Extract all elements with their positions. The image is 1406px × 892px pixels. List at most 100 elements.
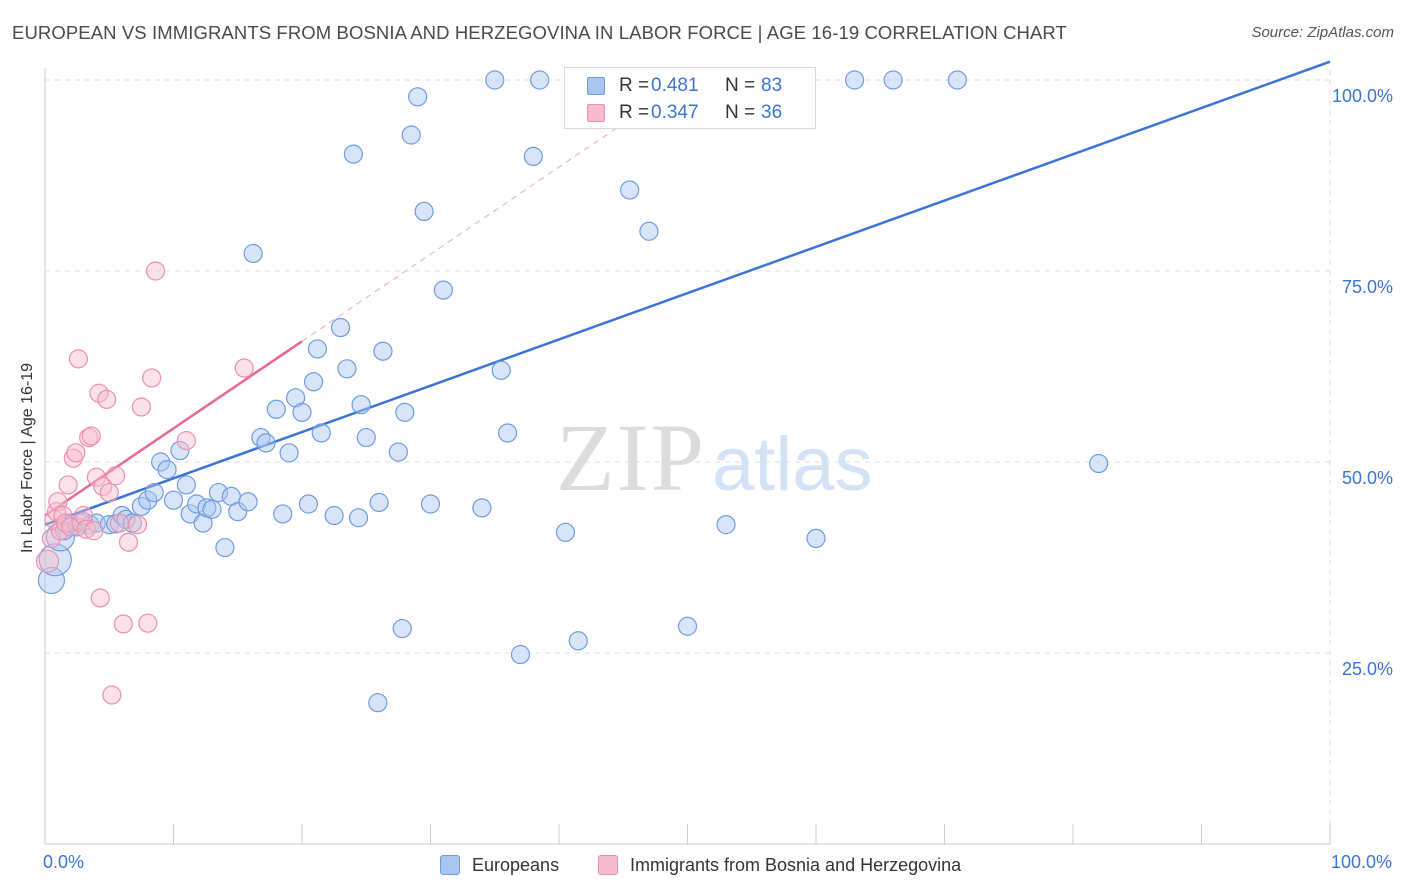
point-europeans-27 (208, 482, 229, 503)
point-europeans-63 (485, 70, 505, 90)
point-immigrants-0 (35, 549, 60, 573)
trend-line-immigrants (44, 340, 303, 517)
point-europeans-55 (395, 402, 415, 422)
point-europeans-64 (491, 360, 511, 380)
point-immigrants-31 (131, 397, 151, 417)
point-europeans-66 (510, 644, 531, 665)
point-immigrants-6 (53, 505, 73, 526)
point-europeans-0 (37, 566, 66, 595)
y-tick-label-25: 25.0% (1342, 659, 1393, 679)
point-immigrants-34 (145, 261, 166, 281)
point-europeans-26 (202, 499, 222, 519)
axes (44, 68, 1331, 845)
point-europeans-73 (639, 221, 659, 241)
point-europeans-40 (298, 494, 319, 514)
n-value: 36 (761, 102, 783, 123)
stats-row-immigrants: R = 0.347 N = 36 (587, 100, 782, 126)
point-europeans-67 (523, 146, 543, 166)
point-europeans-76 (716, 515, 736, 535)
point-immigrants-29 (118, 532, 139, 552)
point-europeans-56 (401, 125, 421, 145)
stats-row-europeans: R = 0.481 N = 83 (587, 73, 782, 99)
point-immigrants-9 (61, 517, 81, 537)
point-europeans-23 (187, 494, 207, 514)
point-europeans-70 (568, 631, 588, 651)
point-europeans-34 (256, 433, 276, 453)
legend-item-europeans[interactable]: Europeans (440, 852, 559, 878)
point-europeans-43 (311, 423, 331, 443)
point-europeans-42 (307, 339, 328, 359)
point-europeans-78 (806, 528, 826, 549)
point-europeans-32 (243, 243, 263, 264)
data-points (35, 70, 1109, 713)
point-immigrants-27 (109, 513, 130, 533)
point-europeans-61 (368, 693, 388, 713)
x-tick-label-min: 0.0% (43, 852, 85, 872)
point-europeans-65 (498, 423, 518, 443)
watermark-zip: ZIP (556, 404, 706, 511)
point-immigrants-35 (176, 431, 196, 451)
point-europeans-35 (266, 399, 286, 419)
point-immigrants-11 (66, 443, 86, 463)
point-europeans-68 (530, 70, 550, 90)
y-tick-label-75: 75.0% (1342, 277, 1393, 297)
point-immigrants-21 (90, 588, 110, 608)
point-europeans-15 (138, 490, 158, 510)
point-europeans-57 (408, 87, 428, 107)
point-europeans-16 (144, 482, 164, 503)
point-europeans-41 (303, 372, 324, 392)
legend-label-europeans: Europeans (472, 854, 560, 875)
point-europeans-69 (555, 522, 576, 542)
point-europeans-21 (176, 475, 196, 495)
point-immigrants-24 (99, 482, 119, 503)
point-europeans-44 (324, 505, 344, 526)
pink-swatch-icon (587, 104, 605, 122)
point-immigrants-15 (76, 519, 96, 539)
source-credit: Source: ZipAtlas.com (1251, 24, 1394, 41)
point-europeans-31 (238, 492, 258, 512)
point-europeans-54 (392, 618, 412, 639)
n-label: N = (725, 75, 756, 96)
y-tick-label-100: 100.0% (1332, 86, 1393, 106)
point-immigrants-23 (97, 389, 117, 409)
pink-swatch-icon (598, 855, 618, 875)
point-europeans-17 (151, 452, 171, 472)
watermark-atlas: atlas (712, 422, 873, 507)
point-europeans-46 (337, 359, 357, 379)
point-europeans-60 (433, 280, 453, 300)
point-immigrants-32 (138, 613, 158, 633)
point-immigrants-28 (113, 614, 133, 634)
stats-box: R = 0.481 N = 83 R = 0.347 N = 36 (564, 67, 816, 129)
point-europeans-50 (356, 427, 376, 448)
point-immigrants-10 (63, 448, 83, 468)
point-europeans-28 (215, 537, 235, 558)
chart-legend: Europeans Immigrants from Bosnia and Her… (0, 852, 1406, 878)
point-immigrants-30 (127, 515, 148, 535)
point-immigrants-12 (68, 349, 89, 369)
grid-lines (45, 70, 1331, 844)
blue-swatch-icon (440, 855, 460, 875)
point-europeans-58 (414, 201, 434, 222)
point-europeans-37 (279, 443, 299, 463)
point-immigrants-26 (106, 466, 126, 486)
point-europeans-72 (620, 180, 640, 200)
legend-item-immigrants[interactable]: Immigrants from Bosnia and Herzegovina (598, 852, 961, 878)
point-europeans-45 (330, 317, 351, 338)
point-immigrants-33 (142, 368, 162, 388)
chart-title: EUROPEAN VS IMMIGRANTS FROM BOSNIA AND H… (12, 22, 1067, 43)
point-europeans-59 (420, 494, 441, 514)
point-europeans-52 (373, 341, 393, 361)
point-europeans-24 (193, 513, 213, 533)
r-label: R = (619, 102, 650, 123)
r-label: R = (619, 75, 650, 96)
point-immigrants-7 (55, 513, 76, 533)
point-europeans-62 (472, 498, 492, 518)
point-immigrants-17 (81, 426, 101, 446)
point-europeans-39 (292, 402, 312, 422)
point-europeans-82 (1089, 453, 1109, 474)
legend-label-immigrants: Immigrants from Bosnia and Herzegovina (630, 854, 962, 875)
point-immigrants-36 (234, 358, 254, 378)
point-europeans-51 (369, 492, 389, 513)
point-europeans-18 (157, 460, 177, 480)
point-immigrants-20 (89, 383, 109, 403)
